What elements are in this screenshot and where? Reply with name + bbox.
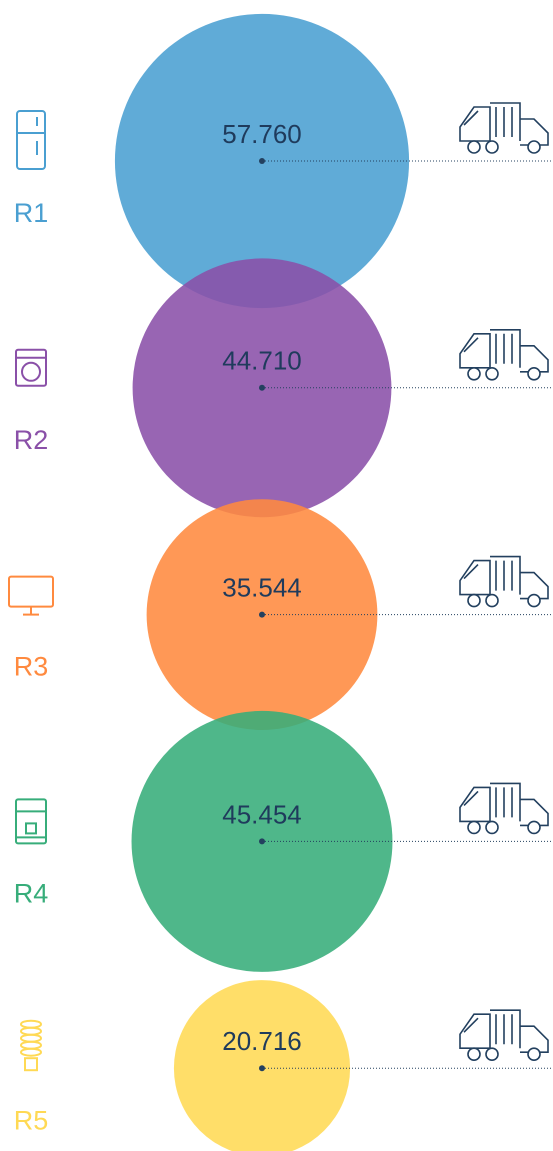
value-label: 20.716 — [222, 1026, 302, 1056]
truck-icon — [459, 328, 549, 381]
value-label: 44.710 — [222, 346, 302, 376]
icon-part — [485, 1047, 499, 1061]
value-label: 45.454 — [222, 799, 302, 829]
icon-part — [467, 366, 481, 381]
icon-part — [463, 1014, 513, 1045]
icon-part — [467, 593, 481, 608]
icon-part — [463, 560, 513, 591]
truck-icon — [459, 102, 549, 154]
category-icon — [16, 110, 46, 170]
leader-dot — [259, 384, 265, 391]
icon-part — [15, 348, 47, 387]
icon-part — [485, 593, 499, 608]
icon-part — [20, 1047, 42, 1057]
truck-icon — [459, 782, 549, 835]
value-label: 35.544 — [222, 572, 302, 602]
category-icon — [20, 1019, 42, 1072]
leader-dot — [259, 611, 265, 618]
icon-part — [20, 1019, 42, 1029]
category-label: R2 — [14, 425, 49, 455]
truck-icon — [459, 1009, 549, 1061]
category-icon — [15, 348, 47, 387]
icon-part — [463, 333, 513, 364]
icon-part — [527, 820, 541, 835]
icon-part — [467, 1047, 481, 1061]
category-label: R3 — [14, 652, 49, 682]
icon-part — [16, 110, 46, 170]
icon-part — [485, 140, 499, 154]
icon-part — [25, 822, 37, 835]
icon-part — [24, 1057, 38, 1072]
icon-part — [527, 1047, 541, 1061]
icon-part — [15, 798, 47, 845]
icon-part — [21, 361, 41, 382]
leader-dot — [259, 1065, 265, 1072]
icon-part — [485, 820, 499, 835]
category-icon — [15, 798, 47, 845]
category-icon — [8, 575, 54, 616]
icon-part — [467, 820, 481, 835]
icon-part — [527, 593, 541, 608]
category-label: R1 — [14, 198, 49, 228]
truck-icon — [459, 555, 549, 608]
icon-part — [20, 1033, 42, 1043]
icon-part — [527, 140, 541, 154]
icon-part — [467, 140, 481, 154]
icon-part — [463, 107, 513, 137]
category-label: R4 — [14, 879, 49, 909]
icon-part — [8, 575, 54, 608]
icon-part — [485, 366, 499, 381]
icon-part — [20, 1026, 42, 1036]
icon-part — [527, 366, 541, 381]
icon-part — [20, 1040, 42, 1050]
leader-dot — [259, 838, 265, 845]
icon-part — [463, 787, 513, 818]
leader-dot — [259, 158, 265, 164]
value-label: 57.760 — [222, 119, 302, 149]
category-label: R5 — [14, 1105, 49, 1135]
